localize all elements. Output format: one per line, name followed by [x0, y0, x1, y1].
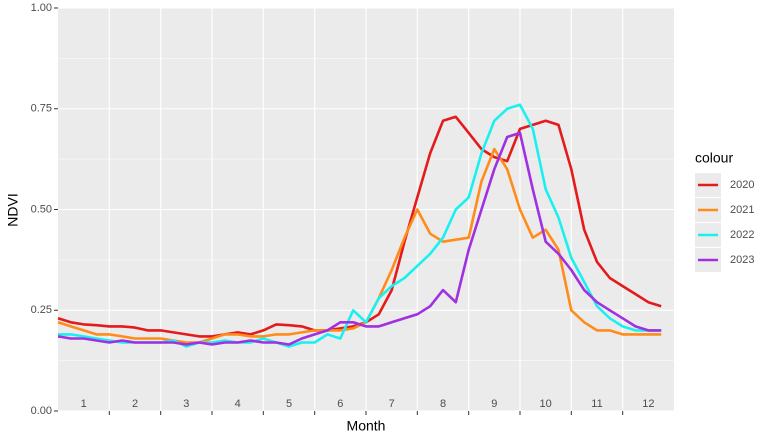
x-tick-label: 8: [440, 398, 446, 410]
y-tick-label: 1.00: [31, 2, 52, 14]
legend-title: colour: [695, 150, 733, 166]
x-tick-label: 9: [491, 398, 497, 410]
x-tick-label: 12: [642, 398, 654, 410]
legend-label: 2022: [730, 229, 754, 241]
legend-label: 2020: [730, 179, 754, 191]
x-tick-label: 5: [286, 398, 292, 410]
legend-label: 2023: [730, 254, 754, 266]
y-axis-title: NDVI: [5, 193, 21, 226]
y-tick-label: 0.75: [31, 103, 52, 115]
x-tick-label: 10: [540, 398, 552, 410]
y-tick-label: 0.50: [31, 203, 52, 215]
x-tick-label: 11: [591, 398, 602, 410]
y-tick-label: 0.00: [31, 405, 52, 417]
y-tick-label: 0.25: [31, 304, 52, 316]
data-line: [57, 131, 662, 346]
x-tick-label: 1: [81, 398, 87, 410]
x-tick-label: 2: [132, 398, 138, 410]
x-tick-label: 7: [389, 398, 395, 410]
x-tick-label: 4: [235, 398, 241, 410]
x-tick-label: 3: [183, 398, 189, 410]
x-axis-title: Month: [347, 418, 386, 434]
x-tick-label: 6: [337, 398, 343, 410]
legend-label: 2021: [730, 204, 754, 216]
